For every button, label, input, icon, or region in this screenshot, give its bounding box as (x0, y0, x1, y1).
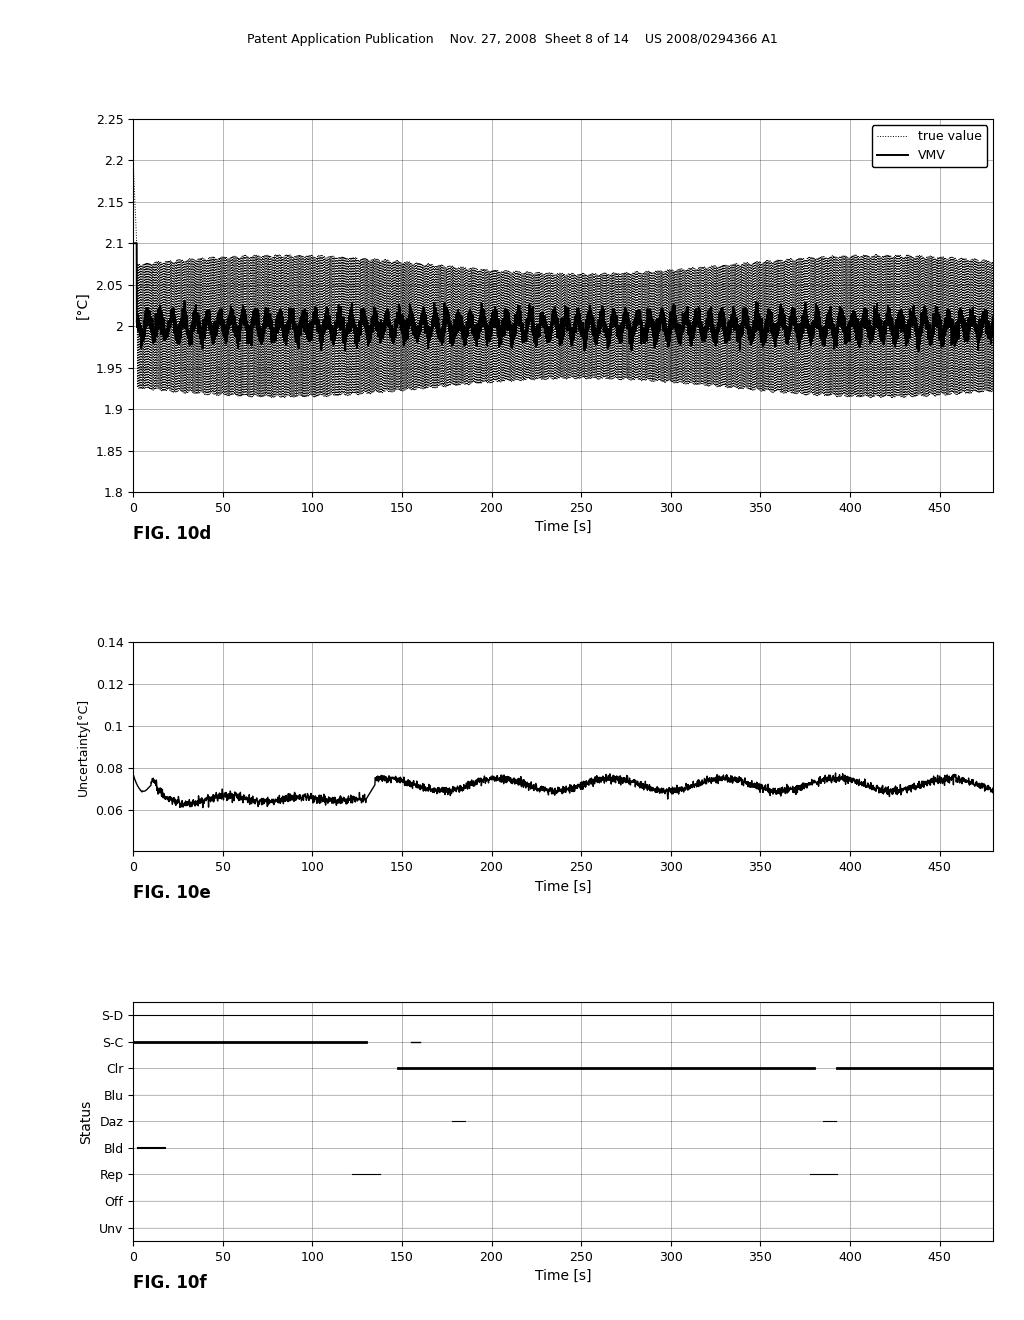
Line: VMV: VMV (133, 243, 993, 351)
VMV (912, 343, 925, 359)
true value (674, 296, 686, 312)
Text: FIG. 10f: FIG. 10f (133, 1274, 207, 1292)
true value (127, 152, 139, 168)
X-axis label: Time [s]: Time [s] (535, 1269, 592, 1283)
X-axis label: Time [s]: Time [s] (535, 520, 592, 535)
true value (438, 372, 451, 388)
Text: Patent Application Publication    Nov. 27, 2008  Sheet 8 of 14    US 2008/029436: Patent Application Publication Nov. 27, … (247, 33, 777, 46)
X-axis label: Time [s]: Time [s] (535, 879, 592, 894)
VMV (987, 308, 999, 323)
VMV (438, 325, 451, 341)
VMV (170, 325, 182, 341)
Y-axis label: Status: Status (80, 1100, 93, 1143)
Text: FIG. 10d: FIG. 10d (133, 525, 211, 543)
Y-axis label: Uncertainty[°C]: Uncertainty[°C] (77, 698, 90, 796)
true value (636, 310, 648, 326)
Text: FIG. 10e: FIG. 10e (133, 884, 211, 903)
Line: true value: true value (133, 160, 993, 397)
true value (170, 257, 182, 273)
Legend: true value, VMV: true value, VMV (871, 125, 987, 168)
true value (811, 252, 823, 268)
VMV (127, 235, 139, 251)
VMV (765, 315, 777, 331)
true value (765, 384, 777, 400)
VMV (674, 327, 686, 343)
VMV (636, 322, 648, 338)
true value (987, 318, 999, 334)
true value (876, 389, 888, 405)
VMV (811, 315, 823, 331)
Y-axis label: [°C]: [°C] (76, 292, 90, 319)
